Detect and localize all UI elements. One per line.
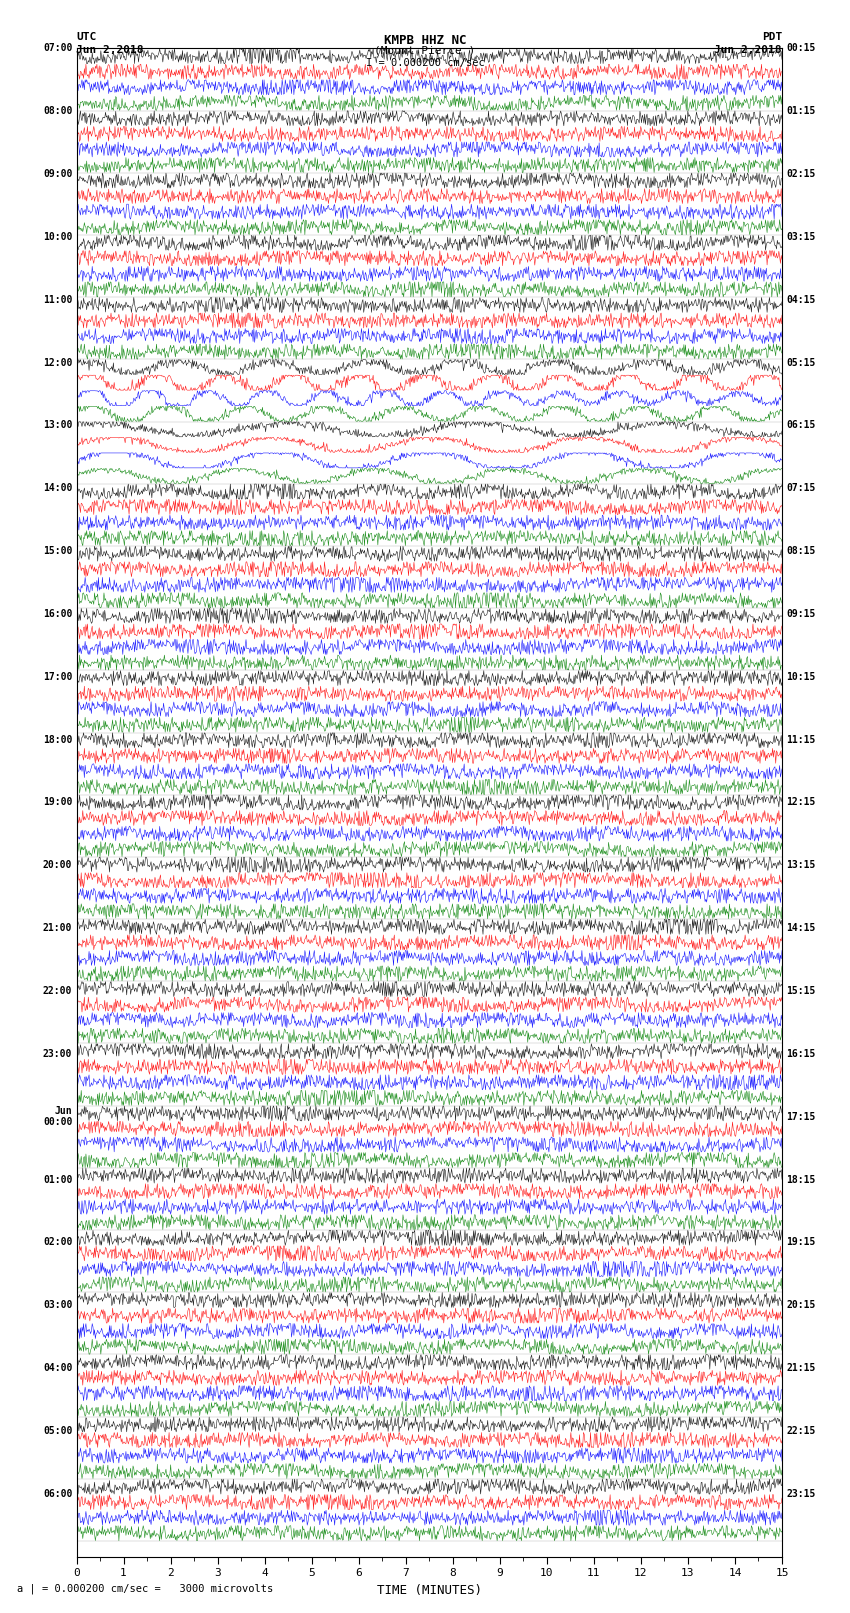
Text: 17:00: 17:00 (42, 671, 72, 682)
Text: 12:00: 12:00 (42, 358, 72, 368)
Text: 02:15: 02:15 (786, 169, 816, 179)
Text: Jun 2,2018: Jun 2,2018 (715, 45, 782, 55)
Text: 19:15: 19:15 (786, 1237, 816, 1247)
Text: Jun
00:00: Jun 00:00 (42, 1107, 72, 1127)
Text: 00:15: 00:15 (786, 44, 816, 53)
Text: 22:00: 22:00 (42, 986, 72, 995)
Text: 01:00: 01:00 (42, 1174, 72, 1184)
Text: 10:00: 10:00 (42, 232, 72, 242)
X-axis label: TIME (MINUTES): TIME (MINUTES) (377, 1584, 482, 1597)
Text: 09:00: 09:00 (42, 169, 72, 179)
Text: PDT: PDT (762, 32, 782, 42)
Text: 06:00: 06:00 (42, 1489, 72, 1498)
Text: 15:00: 15:00 (42, 547, 72, 556)
Text: 12:15: 12:15 (786, 797, 816, 808)
Text: 20:15: 20:15 (786, 1300, 816, 1310)
Text: 21:15: 21:15 (786, 1363, 816, 1373)
Text: Jun 2,2018: Jun 2,2018 (76, 45, 144, 55)
Text: 08:15: 08:15 (786, 547, 816, 556)
Text: 22:15: 22:15 (786, 1426, 816, 1436)
Text: 20:00: 20:00 (42, 860, 72, 871)
Text: 13:15: 13:15 (786, 860, 816, 871)
Text: 04:00: 04:00 (42, 1363, 72, 1373)
Text: 08:00: 08:00 (42, 106, 72, 116)
Text: 23:00: 23:00 (42, 1048, 72, 1058)
Text: 06:15: 06:15 (786, 421, 816, 431)
Text: 18:00: 18:00 (42, 734, 72, 745)
Text: 17:15: 17:15 (786, 1111, 816, 1121)
Text: 16:15: 16:15 (786, 1048, 816, 1058)
Text: 19:00: 19:00 (42, 797, 72, 808)
Text: 10:15: 10:15 (786, 671, 816, 682)
Text: 01:15: 01:15 (786, 106, 816, 116)
Text: I = 0.000200 cm/sec: I = 0.000200 cm/sec (366, 58, 484, 68)
Text: 21:00: 21:00 (42, 923, 72, 934)
Text: KMPB HHZ NC: KMPB HHZ NC (383, 34, 467, 47)
Text: 07:15: 07:15 (786, 484, 816, 494)
Text: 03:00: 03:00 (42, 1300, 72, 1310)
Text: 16:00: 16:00 (42, 610, 72, 619)
Text: 14:00: 14:00 (42, 484, 72, 494)
Text: 23:15: 23:15 (786, 1489, 816, 1498)
Text: 04:15: 04:15 (786, 295, 816, 305)
Text: 07:00: 07:00 (42, 44, 72, 53)
Text: 05:00: 05:00 (42, 1426, 72, 1436)
Text: 15:15: 15:15 (786, 986, 816, 995)
Text: 11:00: 11:00 (42, 295, 72, 305)
Text: 13:00: 13:00 (42, 421, 72, 431)
Text: 02:00: 02:00 (42, 1237, 72, 1247)
Text: 11:15: 11:15 (786, 734, 816, 745)
Text: 09:15: 09:15 (786, 610, 816, 619)
Text: 05:15: 05:15 (786, 358, 816, 368)
Text: 18:15: 18:15 (786, 1174, 816, 1184)
Text: 14:15: 14:15 (786, 923, 816, 934)
Text: a | = 0.000200 cm/sec =   3000 microvolts: a | = 0.000200 cm/sec = 3000 microvolts (17, 1582, 273, 1594)
Text: 03:15: 03:15 (786, 232, 816, 242)
Text: (Mount Pierce ): (Mount Pierce ) (374, 45, 476, 55)
Text: UTC: UTC (76, 32, 97, 42)
